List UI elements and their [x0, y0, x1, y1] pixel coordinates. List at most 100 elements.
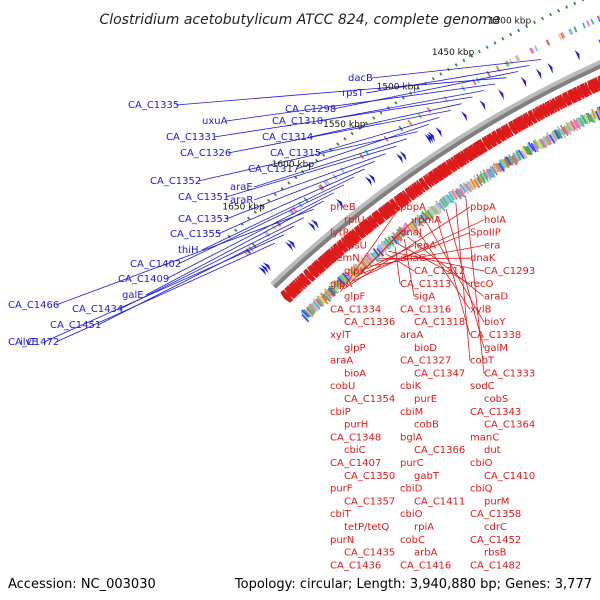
reverse-gene-label: bglA — [400, 432, 422, 443]
forward-gene-arrow — [311, 219, 319, 229]
forward-gene-label: CA_C1351 — [178, 192, 229, 203]
reverse-gene-arrow — [319, 255, 331, 268]
cog-outer-segment — [534, 45, 539, 52]
reverse-label-leader — [358, 232, 401, 277]
forward-gene-label: CA_C1317 — [248, 164, 299, 175]
reverse-gene-label: pbpA — [470, 202, 496, 213]
cog-band-segment — [465, 181, 473, 191]
cog-band-segment — [419, 214, 428, 224]
reverse-gene-label: xylB — [470, 304, 492, 315]
cog-band-segment — [444, 194, 452, 204]
forward-gene-label: CA_C1315 — [270, 148, 321, 159]
cog-outer-segment — [557, 33, 562, 40]
reverse-gene-label: glpA — [330, 279, 352, 290]
cog-band-segment — [492, 162, 500, 173]
reverse-gene-label: CA_C1334 — [330, 304, 381, 315]
cog-band-segment — [593, 110, 600, 121]
gc-skew-mark — [350, 131, 354, 136]
reverse-label-leader — [370, 245, 485, 267]
cog-outer-segment — [515, 54, 521, 61]
cog-band-segment — [532, 143, 539, 153]
cog-band-segment — [379, 243, 387, 254]
reverse-gene-label: purN — [330, 535, 354, 546]
accession-text: Accession: NC_003030 — [8, 577, 156, 592]
cog-band-segment — [530, 142, 537, 153]
reverse-gene-arrow — [420, 177, 430, 190]
cog-band-segment — [487, 168, 495, 179]
cog-band-segment — [482, 172, 490, 182]
cog-band-segment — [515, 150, 522, 161]
reverse-gene-arrow — [542, 102, 551, 117]
reverse-gene-arrow — [347, 231, 358, 245]
gc-skew-mark — [343, 137, 347, 141]
reverse-gene-arrow — [460, 150, 470, 164]
forward-gene-arrow — [498, 89, 504, 100]
reverse-gene-arrow — [397, 192, 408, 206]
forward-gene-arrow — [428, 131, 435, 142]
reverse-gene-label: recO — [470, 279, 494, 290]
cog-outer-segment — [297, 201, 303, 208]
cog-band-segment — [357, 259, 366, 269]
forward-gene-label: CA_C1353 — [178, 214, 229, 225]
cog-band-segment — [316, 295, 324, 305]
reverse-gene-label: dnaG — [400, 253, 427, 264]
gc-skew-mark — [517, 28, 521, 33]
cog-band-segment — [420, 212, 428, 222]
reverse-gene-arrow — [520, 114, 529, 129]
reverse-gene-label: purF — [330, 484, 353, 495]
reverse-gene-label: CA_C1435 — [344, 548, 395, 559]
forward-label-leader — [225, 83, 496, 122]
reverse-gene-label: rbsB — [484, 548, 507, 559]
reverse-gene-label: CA_C1364 — [484, 420, 535, 431]
cog-band-segment — [473, 178, 481, 189]
cog-band-segment — [581, 114, 588, 125]
cog-band-segment — [363, 257, 372, 267]
cog-outer-segment — [289, 208, 295, 215]
cog-band-segment — [452, 188, 459, 199]
reverse-gene-label: CA_C1338 — [470, 330, 521, 341]
cog-outer-segment — [340, 167, 346, 174]
reverse-gene-arrow — [532, 108, 541, 122]
cog-outer-segment — [545, 39, 550, 46]
cog-band-segment — [347, 269, 356, 278]
cog-outer-segment — [569, 28, 574, 35]
reverse-gene-arrow — [340, 237, 352, 250]
reverse-label-leader — [404, 239, 415, 297]
cog-band-segment — [372, 248, 381, 257]
forward-gene-label: rpsT — [342, 88, 365, 99]
cog-band-segment — [462, 182, 470, 192]
cog-band-segment — [368, 252, 376, 262]
reverse-gene-label: CA_C1407 — [330, 458, 381, 469]
forward-gene-arrow — [287, 239, 296, 249]
reverse-gene-arrow — [453, 154, 463, 168]
forward-gene-arrow — [426, 133, 433, 143]
reverse-gene-arrow — [323, 251, 335, 264]
reverse-gene-arrow — [554, 96, 563, 110]
gc-skew-mark — [485, 45, 489, 49]
reverse-gene-label: araA — [400, 330, 423, 341]
reverse-gene-arrow — [594, 77, 600, 91]
reverse-gene-label: CA_C1366 — [414, 445, 465, 456]
gc-skew-mark — [493, 41, 497, 45]
cog-band-segment — [380, 240, 389, 250]
cog-band-segment — [308, 303, 317, 312]
reverse-gene-arrow — [529, 109, 538, 123]
cog-band-segment — [350, 268, 359, 278]
reverse-gene-label: cbiC — [344, 445, 366, 456]
cog-band-segment — [421, 211, 429, 220]
reverse-gene-arrow — [286, 285, 298, 298]
cog-band-segment — [343, 272, 352, 281]
forward-gene-label: CA_C1310 — [272, 116, 323, 127]
forward-gene-arrow — [520, 76, 527, 88]
cog-band-segment — [563, 124, 570, 135]
gc-skew-mark — [509, 32, 513, 37]
reverse-gene-label: cbiK — [400, 381, 422, 392]
cog-band-segment — [324, 290, 333, 299]
forward-label-leader — [119, 217, 304, 310]
gc-skew-mark — [565, 5, 569, 9]
cog-band-segment — [540, 138, 547, 149]
reverse-gene-arrow — [364, 218, 375, 231]
cog-band-segment — [439, 198, 447, 208]
cog-outer-segment — [495, 65, 501, 72]
cog-band-segment — [556, 126, 564, 136]
